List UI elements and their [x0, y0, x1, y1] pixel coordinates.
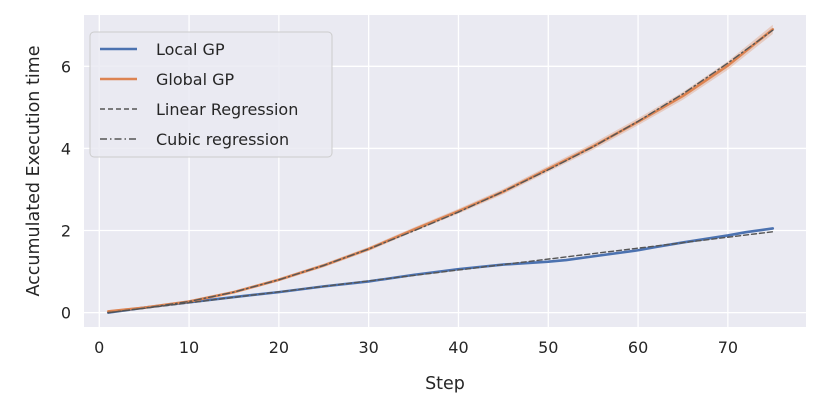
- legend: Local GP Global GP Linear Regression Cubic …: [89, 31, 333, 158]
- series-layer: [106, 24, 775, 314]
- legend-label-cubic-regression: Cubic regression: [156, 130, 289, 149]
- x-axis-label: Step: [425, 374, 465, 394]
- legend-label-linear-regression: Linear Regression: [156, 100, 298, 119]
- y-tick-label: 0: [61, 304, 71, 323]
- x-tick-label: 20: [269, 338, 289, 357]
- y-tick-label: 2: [61, 222, 71, 241]
- cubic-regression-line: [107, 29, 774, 314]
- y-axis-label: Accumulated Execution time: [24, 46, 44, 297]
- x-tick-label: 50: [538, 338, 558, 357]
- x-tick-label: 40: [448, 338, 468, 357]
- x-tick-label: 10: [179, 338, 199, 357]
- legend-box: [89, 31, 333, 158]
- x-tick-label: 0: [94, 338, 104, 357]
- y-tick-label: 6: [61, 57, 71, 76]
- x-tick-label: 30: [358, 338, 378, 357]
- x-tick-label: 70: [718, 338, 738, 357]
- legend-label-local-gp: Local GP: [156, 40, 225, 59]
- x-tick-label: 60: [628, 338, 648, 357]
- y-tick-label: 4: [61, 139, 71, 158]
- x-axis-ticks: 0 10 20 30 40 50 60 70: [94, 338, 738, 357]
- legend-label-global-gp: Global GP: [156, 70, 235, 89]
- linear-regression-line: [107, 231, 774, 314]
- y-axis-ticks: 0 2 4 6: [61, 57, 71, 322]
